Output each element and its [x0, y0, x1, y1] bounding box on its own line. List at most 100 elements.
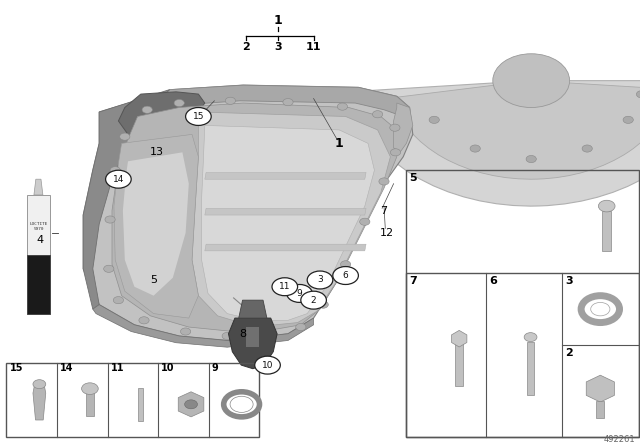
- Polygon shape: [33, 386, 46, 420]
- Circle shape: [524, 332, 537, 341]
- Circle shape: [636, 90, 640, 98]
- Circle shape: [260, 329, 271, 336]
- Polygon shape: [123, 152, 189, 296]
- Text: 15: 15: [10, 363, 23, 373]
- Bar: [602, 211, 611, 251]
- Wedge shape: [392, 81, 640, 179]
- Circle shape: [470, 145, 480, 152]
- Text: 12: 12: [380, 228, 394, 238]
- Circle shape: [110, 167, 120, 174]
- Text: 6: 6: [343, 271, 348, 280]
- Text: 2: 2: [565, 348, 573, 358]
- Circle shape: [379, 178, 389, 185]
- Circle shape: [337, 103, 348, 110]
- Circle shape: [372, 111, 383, 118]
- Circle shape: [623, 116, 634, 123]
- Circle shape: [301, 291, 326, 309]
- Circle shape: [104, 265, 114, 272]
- Text: 9: 9: [297, 289, 302, 298]
- Wedge shape: [353, 81, 640, 206]
- Polygon shape: [202, 125, 374, 320]
- Polygon shape: [228, 318, 277, 369]
- Circle shape: [360, 218, 370, 225]
- Polygon shape: [144, 85, 410, 116]
- Circle shape: [82, 383, 99, 394]
- Circle shape: [139, 317, 149, 324]
- Polygon shape: [93, 305, 314, 347]
- Text: 11: 11: [279, 282, 291, 291]
- Circle shape: [340, 261, 351, 268]
- Text: 492261: 492261: [604, 435, 635, 444]
- Text: 13: 13: [150, 147, 164, 157]
- Polygon shape: [112, 103, 397, 332]
- Text: 5: 5: [150, 275, 157, 285]
- Bar: [406, 273, 639, 437]
- Text: 9: 9: [212, 363, 219, 373]
- Circle shape: [598, 200, 615, 212]
- Bar: [138, 388, 143, 421]
- Circle shape: [287, 284, 312, 302]
- Bar: [86, 391, 94, 416]
- Text: 4: 4: [36, 235, 44, 245]
- Circle shape: [493, 54, 570, 108]
- Circle shape: [272, 278, 298, 296]
- Circle shape: [307, 271, 333, 289]
- Polygon shape: [394, 103, 413, 152]
- Text: 15: 15: [193, 112, 204, 121]
- Text: 10: 10: [161, 363, 175, 373]
- Polygon shape: [34, 179, 43, 195]
- Text: 11: 11: [111, 363, 124, 373]
- Bar: [596, 401, 604, 418]
- Circle shape: [33, 379, 46, 388]
- Text: 5: 5: [410, 173, 417, 183]
- Circle shape: [526, 155, 536, 163]
- Bar: [27, 195, 50, 258]
- Circle shape: [222, 332, 232, 340]
- Text: 10: 10: [262, 361, 273, 370]
- Circle shape: [142, 106, 152, 113]
- Polygon shape: [83, 90, 170, 309]
- Polygon shape: [452, 331, 467, 347]
- Bar: [406, 170, 639, 437]
- Polygon shape: [205, 172, 366, 179]
- Text: 2: 2: [243, 42, 250, 52]
- Circle shape: [106, 170, 131, 188]
- Bar: [527, 341, 534, 395]
- Circle shape: [225, 97, 236, 104]
- Circle shape: [105, 216, 115, 223]
- Polygon shape: [586, 375, 614, 402]
- Polygon shape: [239, 300, 267, 318]
- Text: 11: 11: [306, 42, 321, 52]
- Text: 6: 6: [490, 276, 497, 286]
- Text: LOCTITE
5970: LOCTITE 5970: [29, 222, 47, 231]
- Circle shape: [390, 149, 401, 156]
- Bar: [456, 341, 463, 386]
- Bar: [246, 327, 259, 347]
- Circle shape: [120, 133, 130, 140]
- Circle shape: [390, 124, 400, 131]
- Text: 3: 3: [275, 42, 282, 52]
- Circle shape: [255, 356, 280, 374]
- Circle shape: [296, 323, 306, 331]
- Circle shape: [582, 145, 593, 152]
- Polygon shape: [83, 85, 413, 340]
- Circle shape: [429, 116, 439, 123]
- Text: 8: 8: [239, 329, 247, 339]
- Circle shape: [333, 267, 358, 284]
- Circle shape: [591, 302, 610, 316]
- Polygon shape: [178, 392, 204, 417]
- Circle shape: [180, 328, 191, 335]
- Circle shape: [230, 396, 253, 412]
- Circle shape: [318, 301, 328, 308]
- Text: 14: 14: [60, 363, 74, 373]
- Text: 7: 7: [380, 206, 388, 215]
- Circle shape: [283, 99, 293, 106]
- Text: 2: 2: [311, 296, 316, 305]
- Circle shape: [174, 99, 184, 107]
- Circle shape: [186, 108, 211, 125]
- Circle shape: [184, 400, 197, 409]
- Polygon shape: [114, 134, 198, 318]
- Bar: [27, 255, 50, 314]
- Bar: [6, 363, 259, 437]
- Text: 1: 1: [335, 137, 344, 150]
